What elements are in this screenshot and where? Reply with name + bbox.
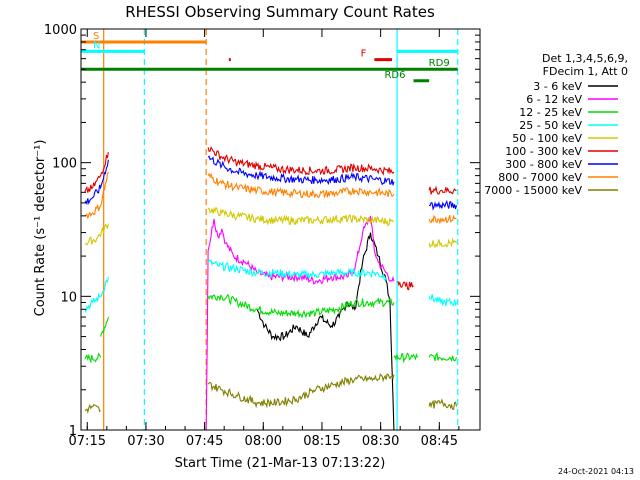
series-line-6-segment-0 (84, 159, 109, 206)
legend-label-2: 12 - 25 keV (519, 106, 582, 119)
legend-label-0: 3 - 6 keV (533, 80, 582, 93)
series-line-7-segment-0 (84, 171, 109, 219)
series-line-8-segment-1 (207, 373, 395, 409)
series-line-5-segment-0 (84, 152, 109, 193)
y-tick-label-0: 1 (69, 424, 77, 439)
legend-label-8: 7000 - 15000 keV (484, 184, 582, 197)
y-axis-label: Count Rate (s⁻¹ detector⁻¹) (33, 140, 48, 317)
series-line-2-segment-4 (428, 351, 458, 363)
legend: Det 1,3,4,5,6,9,FDecim 1, Att 0 3 - 6 keV… (484, 52, 628, 197)
series-line-4-segment-0 (84, 223, 109, 246)
x-tick-label-0: 07:15 (69, 434, 106, 449)
flag-label-3: F (361, 49, 367, 60)
series-line-2-segment-0 (84, 352, 102, 364)
x-tick-label-1: 07:30 (127, 434, 164, 449)
chart-title: RHESSI Observing Summary Count Rates (125, 3, 435, 21)
series-line-3-segment-1 (207, 259, 387, 282)
series-line-8-segment-2 (428, 398, 458, 411)
series-line-5-segment-3 (428, 185, 457, 195)
series-line-5-segment-1 (207, 145, 395, 176)
legend-label-7: 800 - 7000 keV (498, 171, 582, 184)
legend-label-5: 100 - 300 keV (505, 145, 582, 158)
series-line-5-segment-2 (397, 280, 414, 291)
series-line-2-segment-1 (100, 316, 109, 337)
legend-label-1: 6 - 12 keV (526, 93, 582, 106)
legend-label-4: 50 - 100 keV (512, 132, 582, 145)
series-line-1-segment-0 (205, 215, 395, 431)
flag-label-5: RD9 (429, 58, 450, 69)
x-tick-label-5: 08:30 (362, 434, 399, 449)
x-axis-label: Start Time (21-Mar-13 07:13:22) (175, 456, 386, 471)
x-tick-label-6: 08:45 (421, 434, 458, 449)
x-tick-label-4: 08:15 (303, 434, 340, 449)
series-line-4-segment-2 (428, 237, 457, 249)
series-line-4-segment-1 (207, 206, 395, 227)
legend-label-6: 300 - 800 keV (505, 158, 582, 171)
series-line-2-segment-3 (393, 352, 418, 364)
flag-label-1: N (93, 40, 100, 51)
legend-header-0: Det 1,3,4,5,6,9, (542, 52, 628, 65)
x-tick-label-3: 08:00 (245, 434, 282, 449)
series-line-7-segment-1 (207, 172, 395, 199)
x-tick-label-2: 07:45 (186, 434, 223, 449)
flag-label-0: S (93, 31, 99, 42)
timestamp-label: 24-Oct-2021 04:13 (558, 467, 634, 476)
series-line-8-segment-0 (84, 403, 101, 415)
legend-header-1: FDecim 1, Att 0 (543, 65, 628, 78)
series-line-6-segment-1 (207, 155, 395, 186)
plot-area: SN F RD9 RD6 07:15 07:30 07:45 08:00 08:15 08:30 0… (44, 23, 481, 449)
series-line-2-segment-2 (207, 293, 395, 319)
y-tick-label-2: 100 (52, 157, 77, 172)
flag-label-6: RD6 (384, 70, 405, 81)
series-line-3-segment-2 (428, 294, 458, 307)
legend-label-3: 25 - 50 keV (519, 119, 582, 132)
plot-frame (80, 28, 481, 431)
series-line-6-segment-2 (428, 199, 458, 211)
series-line-7-segment-2 (428, 214, 457, 225)
series-line-3-segment-0 (84, 276, 109, 314)
y-tick-label-1: 10 (60, 290, 77, 305)
series-line-0-segment-0 (256, 232, 395, 431)
y-tick-label-3: 1000 (44, 23, 77, 38)
